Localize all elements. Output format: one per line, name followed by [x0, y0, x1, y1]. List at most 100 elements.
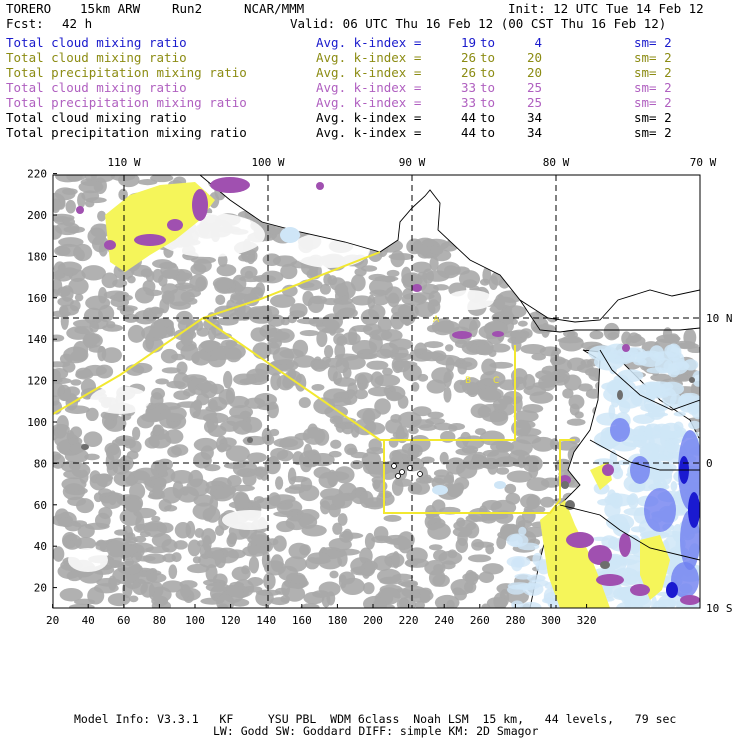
cloud-patch: [151, 533, 172, 548]
cloud-patch: [318, 472, 339, 489]
cloud-patch: [152, 424, 162, 436]
precip-dark-core: [81, 444, 89, 450]
cloud-patch: [364, 532, 375, 550]
cloud-patch: [146, 572, 167, 583]
central-america-land: [199, 175, 700, 323]
cloud-patch: [59, 587, 83, 602]
moisture-patch: [661, 387, 677, 407]
legend-row: Total cloud mixing ratio Avg. k-index = 44…: [6, 110, 736, 125]
cloud-patch: [347, 327, 358, 345]
precip-purple-patch: [596, 574, 624, 586]
cloud-patch: [428, 290, 442, 307]
moisture-patch: [673, 411, 686, 417]
cloud-patch: [477, 406, 492, 418]
moisture-patch: [607, 489, 617, 504]
cloud-patch: [298, 514, 318, 529]
legend-smoothing: sm= 2: [634, 80, 672, 95]
cloud-patch: [427, 411, 444, 419]
moisture-patch: [632, 414, 655, 424]
cloud-patch: [372, 597, 387, 608]
y-tick-label: 40: [34, 540, 47, 553]
moisture-patch: [692, 370, 700, 387]
cloud-patch: [127, 324, 146, 343]
cloud-patch: [417, 373, 429, 382]
model-name: TORERO: [6, 1, 52, 16]
cloud-patch: [135, 514, 145, 532]
legend-row: Total precipitation mixing ratio Avg. k-i…: [6, 125, 736, 140]
cloud-patch: [447, 549, 458, 559]
cloud-patch: [423, 474, 432, 484]
moisture-patch: [601, 382, 625, 391]
cloud-patch: [93, 583, 119, 594]
cloud-patch: [205, 564, 218, 582]
coastlines: [391, 299, 700, 561]
cloud-patch: [194, 528, 205, 538]
cloud-patch: [332, 371, 343, 385]
cloud-patch: [444, 344, 454, 352]
cloud-patch: [494, 294, 506, 311]
cloud-patch: [501, 330, 526, 338]
cloud-patch: [248, 556, 260, 574]
cloud-patch: [293, 355, 316, 368]
cloud-patch: [215, 294, 226, 306]
cloud-patch: [123, 313, 139, 323]
cloud-patch: [73, 243, 93, 262]
cloud-patch: [81, 190, 100, 202]
cloud-patch: [247, 576, 264, 587]
cloud-patch: [81, 265, 106, 281]
legend-index-label: Avg. k-index =: [316, 95, 422, 110]
cloud-patch: [246, 452, 267, 463]
moisture-core: [630, 456, 650, 484]
cloud-patch: [192, 399, 203, 411]
x-tick-label: 240: [434, 614, 454, 627]
cloud-patch: [359, 547, 373, 565]
legend-from: 33: [460, 95, 476, 110]
longitude-label: 110 W: [107, 156, 140, 169]
moisture-patch: [672, 430, 688, 438]
moisture-patch: [511, 600, 524, 608]
legend-from: 26: [460, 50, 476, 65]
cloud-patch: [167, 288, 191, 307]
x-tick-label: 260: [470, 614, 490, 627]
cloud-patch: [68, 436, 83, 446]
cloud-patch: [289, 303, 308, 318]
cloud-patch: [242, 471, 257, 487]
cloud-patch: [398, 598, 408, 608]
moisture-patch: [688, 420, 700, 430]
precip-purple-patch: [452, 331, 472, 339]
cloud-patch: [69, 300, 81, 312]
cloud-patch: [339, 530, 354, 543]
cloud-patch: [102, 324, 123, 332]
cloud-patch: [111, 438, 127, 446]
cloud-patch: [559, 335, 584, 352]
cloud-patch: [313, 360, 330, 370]
cloud-patch: [387, 292, 400, 308]
moisture-patch: [623, 507, 651, 516]
cloud-patch: [257, 403, 278, 411]
cloud-patch: [522, 404, 544, 414]
legend-to: 20: [526, 50, 542, 65]
cloud-patch: [477, 344, 494, 356]
cloud-patch: [466, 381, 479, 398]
cloud-patch: [311, 383, 325, 391]
moisture-patch: [670, 480, 678, 492]
cloud-patch: [275, 476, 284, 490]
box-label-a: A: [433, 315, 440, 325]
cloud-patch: [264, 456, 281, 475]
cloud-patch: [66, 175, 86, 181]
cloud-patch: [520, 343, 547, 355]
cloud-patch: [98, 488, 112, 497]
cloud-patch: [203, 420, 215, 433]
cloud-patch: [298, 397, 311, 409]
cloud-patch: [489, 361, 514, 369]
box-label-c: C: [493, 376, 499, 386]
cloud-patch: [276, 374, 295, 391]
cloud-patch: [374, 374, 401, 387]
moisture-patch: [494, 481, 506, 489]
cloud-patch: [118, 188, 128, 201]
cloud-patch: [446, 483, 464, 498]
cloud-patch: [526, 494, 540, 510]
cloud-patch: [368, 386, 392, 397]
cloud-patch: [75, 370, 94, 380]
cloud-patch: [380, 329, 403, 342]
